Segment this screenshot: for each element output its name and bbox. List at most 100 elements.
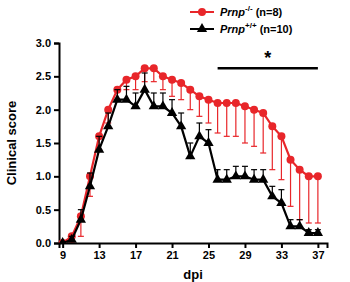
point bbox=[249, 174, 259, 183]
x-tick-mark bbox=[281, 243, 283, 248]
error-cap bbox=[224, 169, 230, 170]
error-cap bbox=[160, 89, 166, 90]
point bbox=[130, 100, 140, 109]
error-cap bbox=[205, 129, 211, 130]
point bbox=[103, 120, 113, 129]
error-cap bbox=[233, 166, 239, 167]
x-tick-mark bbox=[99, 243, 101, 248]
error-stem bbox=[317, 176, 318, 223]
x-axis: 913172125293337 bbox=[60, 243, 328, 261]
x-tick: 9 bbox=[60, 243, 66, 261]
x-tick-label: 17 bbox=[130, 249, 142, 261]
point bbox=[112, 94, 122, 103]
legend: Prnp-/- (n=8)Prnp+/+ (n=10) bbox=[190, 4, 293, 35]
x-axis-line bbox=[60, 244, 328, 249]
error-cap bbox=[278, 179, 284, 180]
legend-marker bbox=[197, 23, 207, 32]
error-bar bbox=[233, 103, 239, 136]
point bbox=[167, 107, 177, 116]
point bbox=[222, 174, 232, 183]
series bbox=[57, 73, 323, 243]
point bbox=[304, 227, 314, 236]
error-cap bbox=[251, 146, 257, 147]
point bbox=[85, 180, 95, 189]
error-cap bbox=[169, 96, 175, 97]
x-tick-mark bbox=[244, 243, 246, 248]
y-axis: 0.00.51.01.52.02.53.0 bbox=[36, 37, 60, 249]
point bbox=[159, 72, 167, 80]
point bbox=[194, 130, 204, 139]
y-tick: 0.5 bbox=[36, 204, 59, 216]
x-tick-label: 9 bbox=[60, 249, 66, 261]
y-tick-label: 0.5 bbox=[36, 204, 51, 216]
point bbox=[287, 156, 295, 164]
x-tick-mark bbox=[208, 243, 210, 248]
error-cap bbox=[160, 92, 166, 93]
error-stem bbox=[290, 160, 291, 207]
error-stem bbox=[253, 110, 254, 147]
point bbox=[231, 170, 241, 179]
error-bar bbox=[269, 126, 275, 169]
point bbox=[232, 99, 240, 107]
error-stem bbox=[235, 103, 236, 136]
y-tick: 3.0 bbox=[36, 37, 59, 49]
point bbox=[268, 122, 276, 130]
error-cap bbox=[178, 112, 184, 113]
error-cap bbox=[178, 99, 184, 100]
point bbox=[186, 86, 194, 94]
legend-label: Prnp+/+ (n=10) bbox=[220, 21, 293, 35]
point bbox=[67, 234, 77, 243]
error-cap bbox=[251, 169, 257, 170]
error-cap bbox=[242, 166, 248, 167]
y-tick: 2.5 bbox=[36, 70, 59, 82]
point bbox=[57, 237, 67, 243]
x-tick-label: 37 bbox=[312, 249, 324, 261]
error-bar bbox=[306, 176, 312, 223]
y-tick: 0.0 bbox=[36, 237, 59, 249]
error-cap bbox=[233, 136, 239, 137]
point bbox=[76, 214, 86, 223]
y-tick-mark bbox=[54, 176, 59, 178]
point bbox=[94, 144, 104, 153]
point bbox=[285, 220, 295, 229]
point bbox=[141, 64, 149, 72]
error-bar bbox=[297, 170, 303, 220]
y-tick-label: 2.5 bbox=[36, 70, 51, 82]
y-tick-label: 0.0 bbox=[36, 237, 51, 249]
error-cap bbox=[151, 92, 157, 93]
y-tick-mark bbox=[54, 143, 59, 145]
error-stem bbox=[263, 113, 264, 153]
error-cap bbox=[133, 92, 139, 93]
y-axis-title: Clinical score bbox=[4, 101, 19, 186]
y-tick-mark bbox=[54, 209, 59, 211]
error-cap bbox=[260, 152, 266, 153]
point bbox=[121, 94, 131, 103]
error-cap bbox=[315, 222, 321, 223]
series-line bbox=[63, 90, 318, 243]
error-cap bbox=[96, 136, 102, 137]
x-tick: 25 bbox=[203, 243, 215, 261]
point bbox=[177, 79, 185, 87]
x-tick-label: 25 bbox=[203, 249, 215, 261]
y-tick-mark bbox=[54, 76, 59, 78]
point bbox=[195, 92, 203, 100]
point bbox=[205, 96, 213, 104]
y-tick-label: 1.0 bbox=[36, 170, 51, 182]
error-bar bbox=[251, 110, 257, 147]
point bbox=[149, 100, 159, 109]
x-tick-mark bbox=[172, 243, 174, 248]
x-tick-label: 13 bbox=[93, 249, 105, 261]
error-bar bbox=[260, 113, 266, 153]
y-tick-mark bbox=[54, 109, 59, 111]
error-cap bbox=[151, 81, 157, 82]
error-cap bbox=[187, 109, 193, 110]
x-tick: 21 bbox=[166, 243, 178, 261]
legend-item: Prnp+/+ (n=10) bbox=[190, 21, 293, 35]
x-tick: 13 bbox=[93, 243, 105, 261]
point bbox=[250, 106, 258, 114]
point bbox=[214, 99, 222, 107]
point bbox=[132, 72, 140, 80]
y-tick-label: 3.0 bbox=[36, 37, 51, 49]
point bbox=[122, 76, 130, 84]
error-cap bbox=[123, 86, 129, 87]
